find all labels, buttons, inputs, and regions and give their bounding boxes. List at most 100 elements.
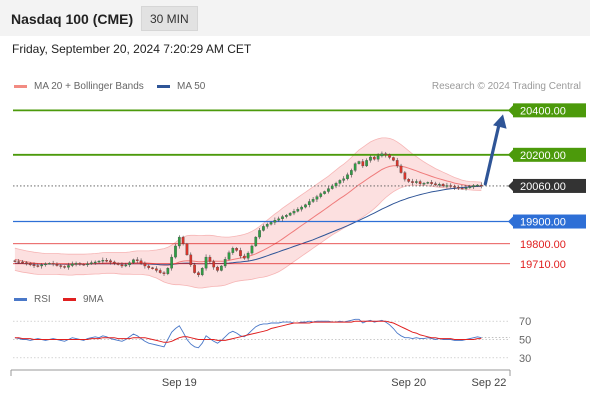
candle-body — [147, 265, 151, 268]
candle-body — [350, 170, 353, 175]
candle-body — [216, 266, 219, 271]
candle-body — [384, 153, 388, 155]
candle-body — [269, 222, 273, 225]
level-badge-2 — [513, 178, 586, 193]
candle-body — [13, 260, 17, 262]
candle-body — [407, 179, 411, 182]
candle-body — [51, 263, 55, 265]
candle-body — [223, 259, 227, 267]
candle-body — [239, 250, 242, 257]
candle-body — [47, 263, 51, 265]
level-badge-pointer-2 — [508, 180, 513, 191]
candle-body — [112, 261, 116, 264]
candle-body — [242, 255, 246, 259]
candle-body — [372, 156, 376, 160]
candle-body — [135, 259, 139, 261]
instrument-title: Nasdaq 100 (CME) — [11, 11, 134, 27]
candle-body — [109, 260, 112, 263]
candle-body — [414, 181, 418, 183]
candle-body — [403, 172, 407, 180]
candle-body — [476, 184, 479, 187]
candle-body — [55, 264, 59, 266]
legend-ma50-label: MA 50 — [177, 81, 206, 92]
candle-body — [143, 263, 147, 267]
candle-body — [262, 226, 265, 231]
legend-ma20-label: MA 20 + Bollinger Bands — [34, 81, 144, 92]
candle-body — [124, 264, 128, 267]
candle-body — [311, 199, 315, 202]
candle-body — [101, 260, 105, 262]
candle-body — [231, 248, 235, 253]
candle-body — [258, 230, 261, 238]
candle-body — [288, 212, 292, 216]
bollinger-lower-line — [14, 184, 482, 289]
candle-body — [395, 160, 399, 167]
candle-body — [392, 157, 395, 161]
candle-body — [411, 181, 414, 183]
level-label-5: 19710.00 — [520, 259, 566, 271]
candle-body — [155, 268, 158, 271]
candle-body — [25, 262, 28, 264]
level-label-1: 20200.00 — [520, 150, 566, 162]
candle-body — [78, 263, 82, 265]
candle-body — [449, 185, 453, 187]
legend-9ma: 9MA — [63, 294, 104, 305]
candle-body — [460, 188, 464, 190]
projection-arrow-head — [493, 114, 507, 129]
candle-body — [220, 265, 223, 271]
level-badge-3 — [513, 214, 586, 229]
rsi-level-label-1: 50 — [519, 335, 531, 347]
candle-body — [105, 260, 109, 262]
rsi-level-label-0: 70 — [519, 316, 531, 328]
candle-body — [342, 178, 346, 181]
candle-body — [422, 183, 426, 185]
candle-body — [151, 267, 154, 269]
bollinger-band-area — [14, 137, 482, 288]
level-label-0: 20400.00 — [520, 105, 566, 117]
rsi-line — [14, 318, 482, 349]
candle-body — [330, 185, 334, 189]
level-label-4: 19800.00 — [520, 239, 566, 251]
candle-body — [430, 182, 433, 184]
candle-body — [457, 187, 460, 189]
x-tick-label-0: Sep 19 — [162, 377, 197, 389]
candle-body — [468, 186, 472, 188]
level-badge-pointer-0 — [508, 105, 513, 116]
candle-body — [227, 252, 231, 260]
candle-body — [479, 184, 483, 187]
rsi-level-label-2: 30 — [519, 353, 531, 365]
candle-body — [300, 206, 303, 210]
candle-body — [174, 245, 177, 258]
candle-body — [246, 252, 250, 259]
candle-body — [292, 211, 296, 214]
candle-body — [17, 261, 21, 263]
candle-body — [59, 265, 63, 267]
candle-body — [323, 191, 326, 194]
level-label-2: 20060.00 — [520, 181, 566, 193]
candle-body — [93, 261, 97, 264]
candle-body — [166, 268, 170, 274]
candle-body — [189, 254, 193, 266]
candle-body — [365, 160, 368, 167]
projection-arrow-line — [483, 118, 502, 186]
candle-body — [285, 215, 288, 217]
candle-body — [334, 183, 338, 187]
candle-body — [32, 264, 36, 267]
candle-body — [70, 263, 74, 266]
bollinger-upper-line — [14, 137, 482, 255]
candle-body — [265, 224, 269, 227]
candle-body — [97, 260, 101, 263]
candle-body — [40, 264, 44, 267]
interval-button[interactable]: 30 MIN — [141, 6, 198, 31]
candle-body — [67, 265, 70, 268]
candle-body — [212, 261, 216, 268]
x-tick-label-2: Sep 22 — [472, 377, 507, 389]
candle-body — [441, 184, 445, 187]
research-credit: Research © 2024 Trading Central — [431, 81, 581, 92]
candle-body — [204, 256, 208, 269]
candle-body — [399, 165, 403, 173]
candle-body — [128, 262, 131, 266]
candle-body — [273, 220, 277, 223]
level-badge-pointer-1 — [508, 149, 513, 160]
